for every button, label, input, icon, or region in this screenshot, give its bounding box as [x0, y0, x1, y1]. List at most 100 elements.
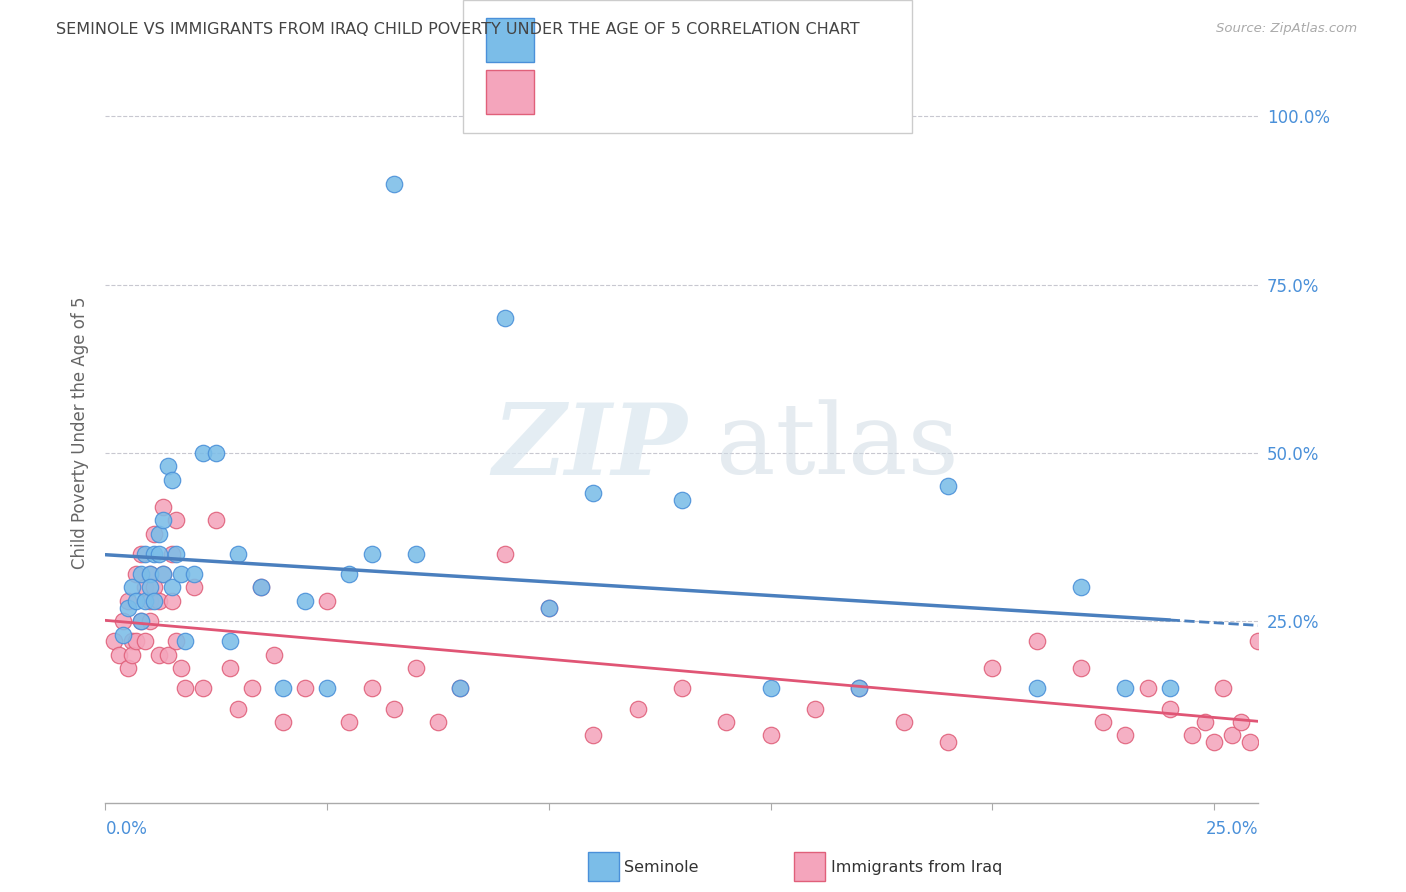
Point — [218, 634, 240, 648]
FancyBboxPatch shape — [486, 18, 534, 62]
Point — [294, 594, 316, 608]
Point — [1260, 701, 1282, 715]
Point — [271, 714, 294, 729]
Point — [112, 627, 135, 641]
Point — [759, 681, 782, 696]
Text: atlas: atlas — [716, 400, 959, 495]
Text: Source: ZipAtlas.com: Source: ZipAtlas.com — [1216, 22, 1357, 36]
Point — [449, 681, 471, 696]
Point — [170, 661, 193, 675]
Point — [121, 648, 143, 662]
Point — [134, 581, 156, 595]
Point — [160, 594, 183, 608]
Point — [148, 526, 170, 541]
Point — [936, 735, 959, 749]
Point — [143, 526, 166, 541]
Text: R = 0.014   N = 75: R = 0.014 N = 75 — [550, 83, 706, 101]
Point — [1114, 729, 1136, 743]
Point — [893, 714, 915, 729]
Point — [1159, 701, 1181, 715]
Point — [183, 581, 205, 595]
Point — [1202, 735, 1225, 749]
Point — [1212, 681, 1234, 696]
Point — [125, 566, 148, 581]
Point — [191, 681, 214, 696]
Point — [1025, 634, 1047, 648]
Text: R = 0.073   N = 47: R = 0.073 N = 47 — [550, 31, 706, 49]
Point — [1114, 681, 1136, 696]
Point — [316, 594, 339, 608]
Point — [804, 701, 827, 715]
Point — [103, 634, 125, 648]
Point — [405, 661, 427, 675]
Point — [152, 500, 174, 514]
Point — [228, 547, 250, 561]
Point — [165, 513, 187, 527]
Point — [249, 581, 271, 595]
Point — [1229, 714, 1251, 729]
Point — [174, 681, 197, 696]
Point — [759, 729, 782, 743]
Point — [671, 492, 693, 507]
Point — [107, 648, 129, 662]
Point — [1239, 735, 1261, 749]
Text: 0.0%: 0.0% — [105, 820, 148, 838]
Point — [671, 681, 693, 696]
Point — [218, 661, 240, 675]
Point — [121, 581, 143, 595]
Point — [382, 177, 405, 191]
Point — [152, 513, 174, 527]
Point — [537, 600, 560, 615]
Point — [205, 513, 228, 527]
Point — [716, 714, 738, 729]
Point — [382, 701, 405, 715]
Point — [228, 701, 250, 715]
FancyBboxPatch shape — [486, 70, 534, 114]
Point — [848, 681, 870, 696]
Point — [294, 681, 316, 696]
Point — [143, 594, 166, 608]
Point — [537, 600, 560, 615]
Point — [848, 681, 870, 696]
Point — [143, 547, 166, 561]
Point — [263, 648, 285, 662]
Point — [249, 581, 271, 595]
Point — [148, 648, 170, 662]
Point — [139, 566, 162, 581]
Point — [1025, 681, 1047, 696]
Point — [981, 661, 1004, 675]
Text: Immigrants from Iraq: Immigrants from Iraq — [831, 860, 1002, 874]
Point — [1220, 729, 1243, 743]
Point — [405, 547, 427, 561]
Point — [139, 594, 162, 608]
Text: SEMINOLE VS IMMIGRANTS FROM IRAQ CHILD POVERTY UNDER THE AGE OF 5 CORRELATION CH: SEMINOLE VS IMMIGRANTS FROM IRAQ CHILD P… — [56, 22, 860, 37]
Point — [134, 634, 156, 648]
Point — [165, 634, 187, 648]
Point — [337, 714, 360, 729]
Point — [125, 594, 148, 608]
Point — [165, 547, 187, 561]
Point — [134, 594, 156, 608]
Point — [139, 581, 162, 595]
Text: ZIP: ZIP — [492, 400, 688, 496]
Point — [1274, 714, 1296, 729]
Point — [117, 600, 139, 615]
Point — [1070, 581, 1092, 595]
Point — [582, 486, 605, 500]
Point — [1194, 714, 1216, 729]
Point — [160, 547, 183, 561]
Point — [160, 473, 183, 487]
Point — [117, 661, 139, 675]
Text: 25.0%: 25.0% — [1206, 820, 1258, 838]
Point — [148, 594, 170, 608]
Point — [191, 446, 214, 460]
Point — [152, 566, 174, 581]
Point — [1159, 681, 1181, 696]
Text: Seminole: Seminole — [624, 860, 699, 874]
Point — [156, 459, 179, 474]
Point — [494, 311, 516, 326]
Point — [240, 681, 263, 696]
Point — [139, 614, 162, 628]
Point — [129, 614, 152, 628]
Point — [582, 729, 605, 743]
